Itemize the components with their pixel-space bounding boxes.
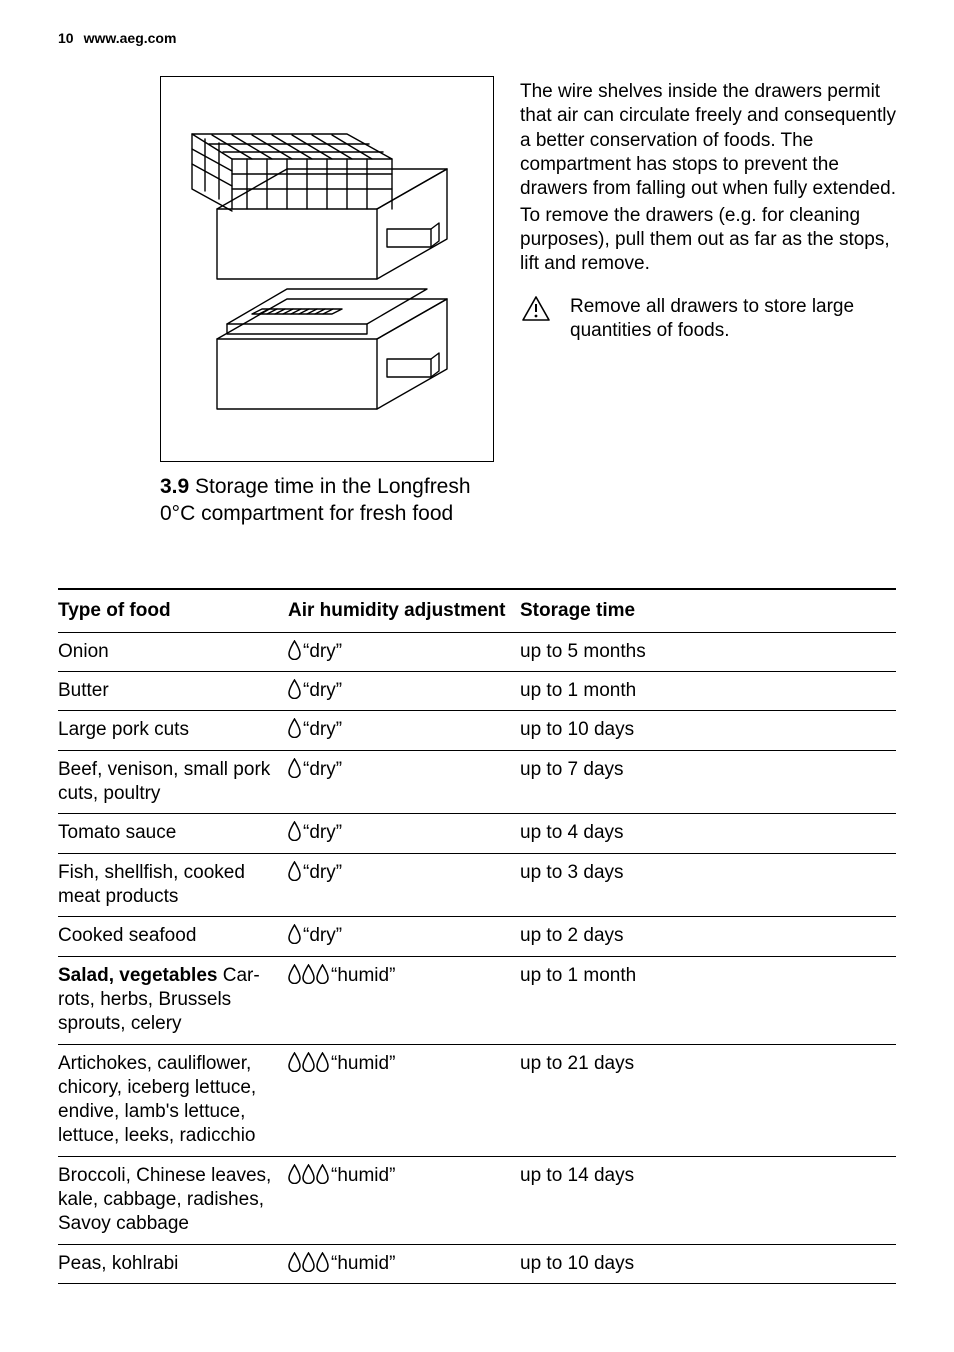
drop-icon bbox=[288, 821, 301, 841]
paragraph-1: The wire shelves inside the drawers per­… bbox=[520, 80, 896, 202]
table-header-row: Type of food Air humidity adjust­ment St… bbox=[58, 589, 896, 633]
right-column: The wire shelves inside the drawers per­… bbox=[520, 76, 896, 462]
drop-icon bbox=[288, 1164, 329, 1184]
page-header: 10 www.aeg.com bbox=[58, 30, 896, 46]
paragraph-2: To remove the drawers (e.g. for cleaning… bbox=[520, 204, 896, 277]
time-cell: up to 14 days bbox=[520, 1156, 896, 1244]
storage-table: Type of food Air humidity adjust­ment St… bbox=[58, 588, 896, 1284]
humidity-label: “dry” bbox=[303, 758, 342, 782]
drop-icon bbox=[288, 679, 301, 699]
table-row: Broccoli, Chinese leaves, kale, cabbage,… bbox=[58, 1156, 896, 1244]
humidity-cell: “dry” bbox=[288, 672, 520, 711]
warning-block: Remove all drawers to store large quanti… bbox=[520, 295, 896, 344]
humidity-label: “dry” bbox=[303, 821, 342, 845]
humidity-label: “dry” bbox=[303, 718, 342, 742]
humidity-label: “dry” bbox=[303, 640, 342, 664]
table-row: Fish, shellfish, cooked meat products “d… bbox=[58, 853, 896, 917]
humidity-label: “humid” bbox=[331, 1052, 395, 1076]
table-row: Tomato sauce “dry” up to 4 days bbox=[58, 814, 896, 853]
page: 10 www.aeg.com bbox=[0, 0, 954, 1352]
warning-text: Remove all drawers to store large quanti… bbox=[570, 295, 896, 344]
humidity-cell: “dry” bbox=[288, 814, 520, 853]
drop-icon bbox=[288, 1052, 329, 1072]
time-cell: up to 5 months bbox=[520, 632, 896, 671]
time-cell: up to 1 month bbox=[520, 956, 896, 1044]
drop-icon bbox=[288, 718, 301, 738]
humidity-cell: “humid” bbox=[288, 1156, 520, 1244]
time-cell: up to 4 days bbox=[520, 814, 896, 853]
time-cell: up to 10 days bbox=[520, 1244, 896, 1283]
humidity-cell: “dry” bbox=[288, 632, 520, 671]
food-cell: Large pork cuts bbox=[58, 711, 288, 750]
food-cell: Cooked seafood bbox=[58, 917, 288, 956]
food-cell: Broccoli, Chinese leaves, kale, cabbage,… bbox=[58, 1156, 288, 1244]
time-cell: up to 3 days bbox=[520, 853, 896, 917]
humidity-cell: “dry” bbox=[288, 853, 520, 917]
time-cell: up to 1 month bbox=[520, 672, 896, 711]
humidity-label: “humid” bbox=[331, 1164, 395, 1188]
section-title-text: Storage time in the Longfresh 0°C compar… bbox=[160, 475, 471, 525]
warning-icon bbox=[520, 295, 552, 344]
food-cell: Beef, venison, small pork cuts, poultry bbox=[58, 750, 288, 814]
food-cell: Tomato sauce bbox=[58, 814, 288, 853]
upper-section: The wire shelves inside the drawers per­… bbox=[58, 76, 896, 462]
time-cell: up to 7 days bbox=[520, 750, 896, 814]
header-food: Type of food bbox=[58, 589, 288, 633]
site-url: www.aeg.com bbox=[84, 30, 177, 46]
food-cell: Butter bbox=[58, 672, 288, 711]
humidity-label: “dry” bbox=[303, 679, 342, 703]
header-time: Storage time bbox=[520, 589, 896, 633]
humidity-label: “humid” bbox=[331, 964, 395, 988]
humidity-cell: “dry” bbox=[288, 917, 520, 956]
time-cell: up to 21 days bbox=[520, 1044, 896, 1156]
drop-icon bbox=[288, 861, 301, 881]
table-row: Butter “dry” up to 1 month bbox=[58, 672, 896, 711]
table-row: Beef, venison, small pork cuts, poultry … bbox=[58, 750, 896, 814]
drop-icon bbox=[288, 964, 329, 984]
humidity-cell: “humid” bbox=[288, 1044, 520, 1156]
humidity-cell: “dry” bbox=[288, 711, 520, 750]
food-cell: Salad, vegetables Car­rots, herbs, Bruss… bbox=[58, 956, 288, 1044]
food-cell: Onion bbox=[58, 632, 288, 671]
drop-icon bbox=[288, 1252, 329, 1272]
time-cell: up to 2 days bbox=[520, 917, 896, 956]
table-row: Cooked seafood “dry” up to 2 days bbox=[58, 917, 896, 956]
food-bold: Salad, vegetables bbox=[58, 965, 217, 986]
drop-icon bbox=[288, 924, 301, 944]
humidity-label: “dry” bbox=[303, 924, 342, 948]
humidity-label: “humid” bbox=[331, 1252, 395, 1276]
page-number: 10 bbox=[58, 30, 74, 46]
humidity-cell: “humid” bbox=[288, 1244, 520, 1283]
table-row: Peas, kohlrabi “humid” up to 10 days bbox=[58, 1244, 896, 1283]
food-cell: Peas, kohlrabi bbox=[58, 1244, 288, 1283]
section-heading: 3.9 Storage time in the Longfresh 0°C co… bbox=[160, 474, 480, 528]
food-cell: Fish, shellfish, cooked meat products bbox=[58, 853, 288, 917]
table-row: Artichokes, cauliflower, chicory, iceber… bbox=[58, 1044, 896, 1156]
table-row: Salad, vegetables Car­rots, herbs, Bruss… bbox=[58, 956, 896, 1044]
time-cell: up to 10 days bbox=[520, 711, 896, 750]
food-cell: Artichokes, cauliflower, chicory, iceber… bbox=[58, 1044, 288, 1156]
drawer-figure bbox=[160, 76, 494, 462]
humidity-label: “dry” bbox=[303, 861, 342, 885]
drawer-illustration-icon bbox=[177, 89, 477, 449]
humidity-cell: “humid” bbox=[288, 956, 520, 1044]
table-row: Large pork cuts “dry” up to 10 days bbox=[58, 711, 896, 750]
header-humidity: Air humidity adjust­ment bbox=[288, 589, 520, 633]
section-number: 3.9 bbox=[160, 475, 189, 498]
table-row: Onion “dry” up to 5 months bbox=[58, 632, 896, 671]
drop-icon bbox=[288, 758, 301, 778]
drop-icon bbox=[288, 640, 301, 660]
humidity-cell: “dry” bbox=[288, 750, 520, 814]
